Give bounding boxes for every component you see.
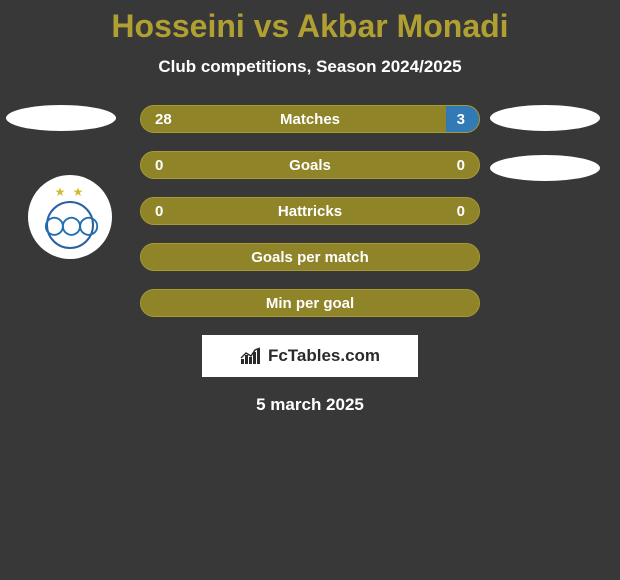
watermark-text: FcTables.com xyxy=(268,346,380,366)
player-right-headshot-2 xyxy=(490,155,600,181)
watermark: FcTables.com xyxy=(202,335,418,377)
club-stars: ★ ★ xyxy=(55,185,86,199)
bar-chart-icon xyxy=(240,347,262,365)
bar-fill-left xyxy=(141,106,446,132)
comparison-card: Hosseini vs Akbar Monadi Club competitio… xyxy=(0,0,620,415)
page-title: Hosseini vs Akbar Monadi xyxy=(0,8,620,45)
club-rings-icon: ◯◯◯ xyxy=(44,215,95,236)
stat-bar: 283Matches xyxy=(140,105,480,133)
bar-fill-right xyxy=(446,106,479,132)
bar-fill-left xyxy=(141,290,479,316)
player-left-headshot xyxy=(6,105,116,131)
club-ring: ◯◯◯ xyxy=(46,201,94,249)
stat-bar: 00Goals xyxy=(140,151,480,179)
bar-fill-left xyxy=(141,244,479,270)
stat-row: Min per goal xyxy=(0,289,620,317)
bar-fill-left xyxy=(141,198,479,224)
stats-area: ★ ★ ◯◯◯ 283Matches 00Goals 00Hattricks Goal… xyxy=(0,105,620,317)
stat-bar: Min per goal xyxy=(140,289,480,317)
subtitle: Club competitions, Season 2024/2025 xyxy=(0,57,620,77)
player-right-headshot-1 xyxy=(490,105,600,131)
bar-fill-left xyxy=(141,152,479,178)
date-label: 5 march 2025 xyxy=(0,395,620,415)
stat-bar: Goals per match xyxy=(140,243,480,271)
stat-bar: 00Hattricks xyxy=(140,197,480,225)
club-badge-left: ★ ★ ◯◯◯ xyxy=(28,175,112,259)
